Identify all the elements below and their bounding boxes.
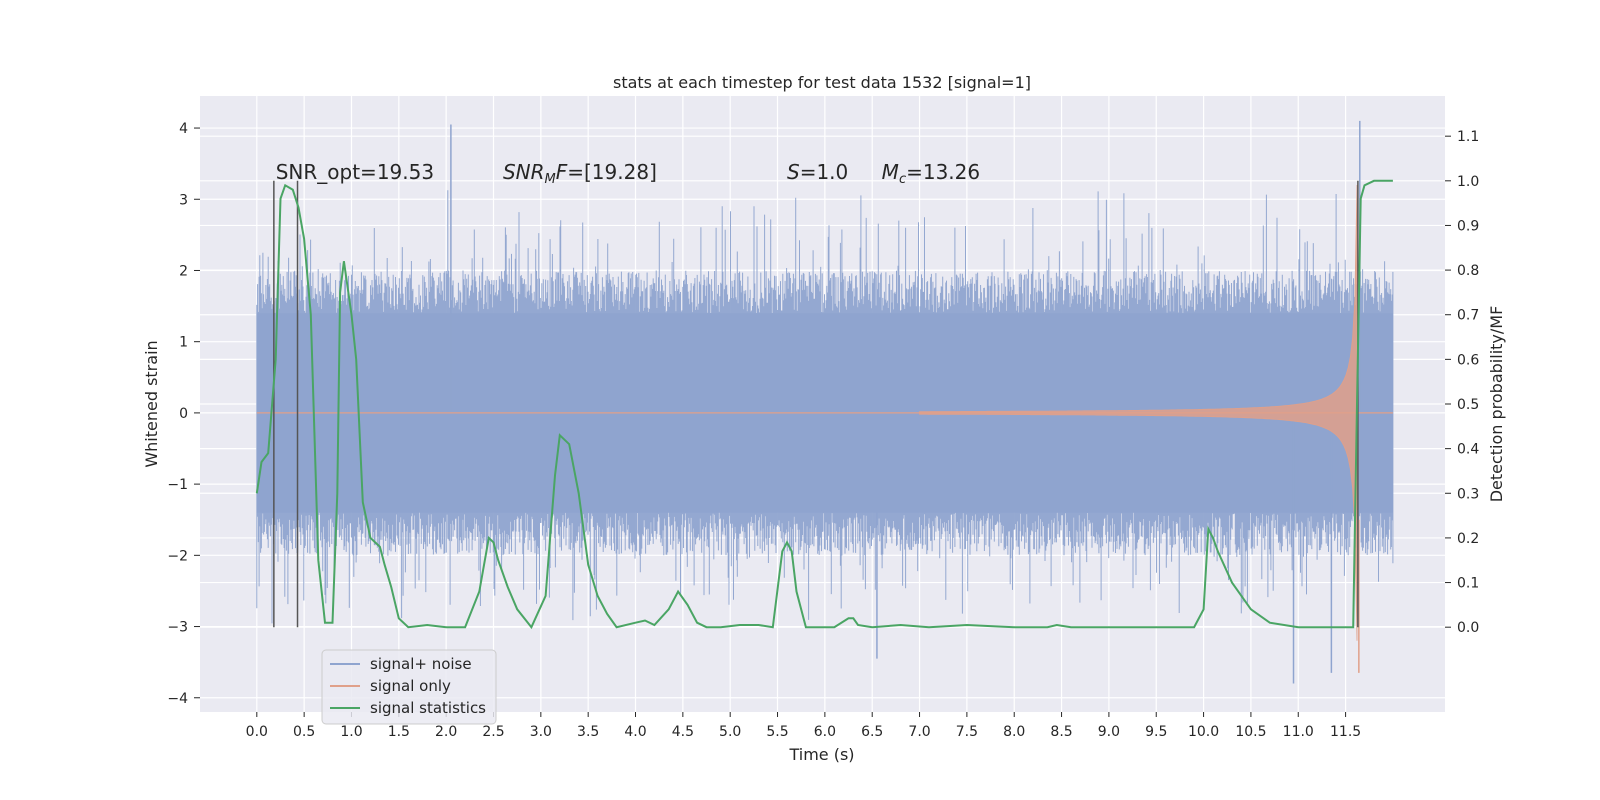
y-axis-label-left: Whitened strain [142, 340, 161, 467]
y-tick-label-right: 1.0 [1457, 174, 1479, 190]
legend: signal+ noise signal only signal statist… [321, 649, 497, 725]
x-tick-label: 7.0 [908, 724, 930, 740]
x-tick-label: 3.5 [577, 724, 599, 740]
annotation-label: S=1.0 [787, 160, 848, 184]
x-tick-label: 10.0 [1188, 724, 1219, 740]
y-tick-label-right: 0.7 [1457, 308, 1479, 324]
annotation-label: SNR_opt=19.53 [276, 160, 434, 184]
y-ticks-left: 4 3 2 1 0 −1 −2 −3 −4 [167, 121, 200, 707]
x-tick-label: 9.0 [1098, 724, 1120, 740]
y-tick-label-right: 0.0 [1457, 620, 1479, 636]
y-tick-label-left: 0 [179, 406, 188, 422]
chart-title: stats at each timestep for test data 153… [613, 73, 1031, 92]
y-tick-label-right: 1.1 [1457, 129, 1479, 145]
x-tick-label: 4.5 [672, 724, 694, 740]
y-tick-label-right: 0.5 [1457, 397, 1479, 413]
x-tick-label: 4.0 [624, 724, 646, 740]
x-tick-label: 2.5 [482, 724, 504, 740]
x-tick-label: 1.0 [340, 724, 362, 740]
y-tick-label-right: 0.3 [1457, 486, 1479, 502]
x-tick-label: 10.5 [1235, 724, 1266, 740]
x-tick-label: 9.5 [1145, 724, 1167, 740]
stats-line [255, 179, 1393, 630]
annotation-label: SNRMF=[19.28] [503, 160, 657, 187]
x-tick-label: 0.0 [246, 724, 268, 740]
y-tick-label-left: 1 [179, 335, 188, 351]
y-tick-label-left: −1 [167, 477, 188, 493]
y-ticks-right: 1.1 1.0 0.9 0.8 0.7 0.6 0.5 0.4 0.3 0.2 0.1 0.0 [1445, 129, 1479, 636]
x-tick-label: 11.0 [1283, 724, 1314, 740]
x-ticks: 0.0 0.5 1.0 1.5 2.0 2.5 3.0 3.5 4.0 4.5 5.0 5.5 6.0 6… [246, 712, 1361, 740]
legend-label-stats: signal statistics [370, 699, 486, 717]
x-tick-label: 7.5 [956, 724, 978, 740]
y-axis-label-right: Detection probability/MF [1487, 306, 1506, 503]
y-tick-label-left: −3 [167, 620, 188, 636]
x-tick-label: 5.0 [719, 724, 741, 740]
series-signal-only [256, 184, 1393, 673]
x-tick-label: 1.5 [388, 724, 410, 740]
x-tick-label: 6.5 [861, 724, 883, 740]
x-tick-label: 5.5 [766, 724, 788, 740]
y-tick-label-right: 0.6 [1457, 352, 1479, 368]
legend-label-signal: signal only [370, 677, 451, 695]
y-tick-label-right: 0.8 [1457, 263, 1479, 279]
x-axis-label: Time (s) [788, 745, 854, 764]
y-tick-label-left: −4 [167, 691, 188, 707]
annotations: SNR_opt=19.53 SNRMF=[19.28] S=1.0 Mc=13.26 [276, 160, 980, 187]
x-tick-label: 8.5 [1050, 724, 1072, 740]
series-signal-statistics [255, 179, 1393, 630]
x-tick-label: 6.0 [814, 724, 836, 740]
y-tick-label-left: 4 [179, 121, 188, 137]
y-tick-label-right: 0.9 [1457, 218, 1479, 234]
signal-chirp [919, 184, 1358, 641]
annotation-label: Mc=13.26 [882, 160, 980, 187]
y-tick-label-right: 0.4 [1457, 442, 1479, 458]
y-tick-label-right: 0.2 [1457, 531, 1479, 547]
y-tick-label-left: 2 [179, 263, 188, 279]
y-tick-label-right: 0.1 [1457, 576, 1479, 592]
x-tick-label: 2.0 [435, 724, 457, 740]
legend-box [321, 649, 497, 725]
x-tick-label: 3.0 [530, 724, 552, 740]
x-tick-label: 11.5 [1330, 724, 1361, 740]
y-tick-label-left: −2 [167, 548, 188, 564]
x-tick-label: 8.0 [1003, 724, 1025, 740]
x-tick-label: 0.5 [293, 724, 315, 740]
y-tick-label-left: 3 [179, 192, 188, 208]
legend-label-noise: signal+ noise [370, 655, 472, 673]
